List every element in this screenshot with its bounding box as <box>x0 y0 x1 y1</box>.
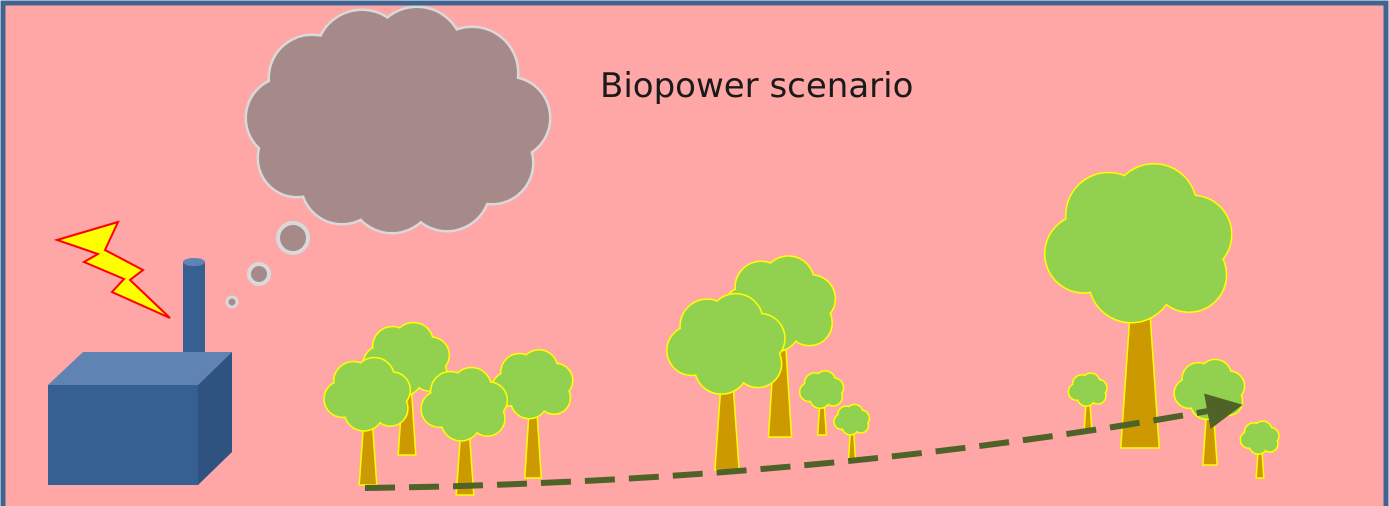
tree-canopy-fill <box>344 371 392 419</box>
tree-canopy-fill <box>1078 380 1099 401</box>
cloud-part-fill <box>382 68 502 188</box>
tree-canopy-fill <box>441 381 489 429</box>
tree-canopy-fill <box>1088 193 1193 298</box>
smoke-bubble <box>249 264 269 284</box>
tree-canopy-fill <box>511 363 556 408</box>
factory-front <box>48 385 198 485</box>
diagram: Biopower scenario <box>0 0 1389 506</box>
tree-canopy-fill <box>810 378 834 402</box>
tree-canopy-fill <box>1191 371 1230 410</box>
tree-canopy-fill <box>842 410 861 429</box>
chimney <box>183 262 205 367</box>
chimney-top <box>183 258 205 266</box>
smoke-bubble <box>227 297 237 307</box>
smoke-bubble <box>278 223 308 253</box>
tree-canopy-fill <box>1250 428 1271 449</box>
tree-canopy-fill <box>694 312 760 378</box>
title: Biopower scenario <box>600 66 913 106</box>
page: Biopower scenario (() => { const data = … <box>0 0 1389 506</box>
